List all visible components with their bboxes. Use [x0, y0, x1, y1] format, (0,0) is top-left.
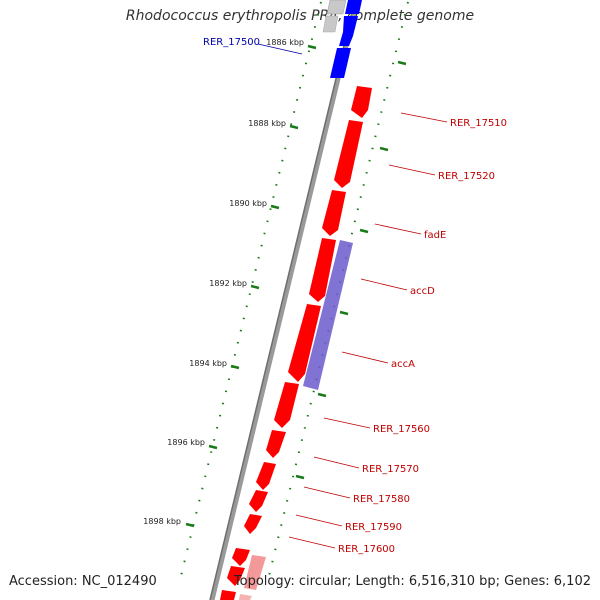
gene-accA[interactable] [288, 304, 321, 382]
gene-RER_17570[interactable] [256, 462, 276, 490]
map-title: Rhodococcus erythropolis PR4, complete g… [125, 8, 475, 24]
gene-reverse-top [345, 0, 362, 14]
reverse-genes [322, 0, 362, 78]
gene-fadE[interactable] [322, 190, 346, 236]
scale-label: 1896 kbp [167, 438, 205, 447]
scale-labels: 1886 kbp 1888 kbp 1890 kbp 1892 kbp 1894… [143, 38, 304, 526]
inner-tick [295, 474, 305, 480]
gene-forward-bottom [220, 590, 236, 600]
scale-tick-1894 [230, 364, 240, 370]
genome-backbone [209, 0, 360, 600]
gene-label-RER_17500[interactable]: RER_17500 [203, 37, 260, 48]
outer-tick-track [179, 1, 322, 581]
gene-RER_17580[interactable] [249, 490, 268, 512]
gene-label-RER_17570[interactable]: RER_17570 [362, 464, 419, 475]
gene-grey-partial [326, 0, 347, 15]
leader-fadE [374, 223, 422, 235]
inner-tick [379, 146, 389, 152]
scale-tick-1888 [289, 124, 299, 130]
gene-RER_17560[interactable] [274, 382, 299, 428]
scale-label: 1898 kbp [143, 517, 181, 526]
gene-label-RER_17560[interactable]: RER_17560 [373, 424, 430, 435]
gene-RER_17590[interactable] [244, 514, 262, 534]
gene-forward-extra [227, 566, 245, 586]
genome-summary: Topology: circular; Length: 6,516,310 bp… [233, 574, 591, 589]
leader-RER_17590 [295, 514, 343, 527]
leader-RER_17510 [400, 112, 448, 123]
scale-label: 1894 kbp [189, 359, 227, 368]
leader-RER_17570 [313, 456, 360, 469]
inner-tick [339, 310, 349, 316]
gene-label-leaders [257, 43, 448, 549]
scale-tick-1892 [250, 284, 260, 290]
scale-label: 1886 kbp [266, 38, 304, 47]
inner-tick [397, 60, 407, 66]
leader-RER_17500 [257, 43, 303, 55]
genome-backbone-shadow [209, 0, 356, 600]
scale-tick-1890 [270, 204, 280, 210]
gene-labels: RER_17500 RER_17510 RER_17520 fadE accD … [203, 37, 507, 555]
inner-tick [359, 228, 369, 234]
leader-accA [341, 351, 389, 364]
gene-accD[interactable] [309, 238, 336, 302]
leader-accD [360, 278, 408, 291]
gene-pink-faded-2 [239, 594, 252, 600]
leader-RER_17580 [303, 486, 351, 499]
gene-label-RER_17510[interactable]: RER_17510 [450, 118, 507, 129]
inner-tick [317, 392, 327, 398]
scale-tick-1886 [307, 44, 317, 50]
gene-RER_17570-a[interactable] [266, 430, 286, 458]
gene-RER_17600[interactable] [232, 548, 250, 566]
gene-RER_17520[interactable] [334, 120, 363, 188]
scale-label: 1888 kbp [248, 119, 286, 128]
leader-RER_17520 [388, 164, 436, 176]
gene-RER_17500[interactable] [330, 48, 351, 78]
gene-reverse-2 [339, 16, 358, 46]
forward-genes [220, 86, 372, 600]
scale-label: 1890 kbp [229, 199, 267, 208]
gene-RER_17510[interactable] [351, 86, 372, 118]
gene-label-fadE[interactable]: fadE [424, 230, 446, 241]
scale-tick-1896 [208, 444, 218, 450]
gene-overlap-purple [303, 240, 353, 390]
gene-pink-faded [244, 555, 266, 590]
scale-major-ticks [185, 44, 317, 528]
gene-label-RER_17590[interactable]: RER_17590 [345, 522, 402, 533]
gene-label-accA[interactable]: accA [391, 359, 415, 370]
gene-grey-2 [322, 15, 339, 33]
outer-dotted-track [179, 1, 322, 581]
gene-label-RER_17580[interactable]: RER_17580 [353, 494, 410, 505]
accession-label: Accession: NC_012490 [9, 574, 157, 589]
leader-RER_17560 [323, 417, 371, 429]
gene-label-RER_17600[interactable]: RER_17600 [338, 544, 395, 555]
scale-label: 1892 kbp [209, 279, 247, 288]
gene-label-accD[interactable]: accD [410, 286, 435, 297]
inner-major-ticks [295, 60, 407, 480]
leader-RER_17600 [288, 536, 336, 549]
scale-tick-1898 [185, 522, 195, 528]
gene-label-RER_17520[interactable]: RER_17520 [438, 171, 495, 182]
